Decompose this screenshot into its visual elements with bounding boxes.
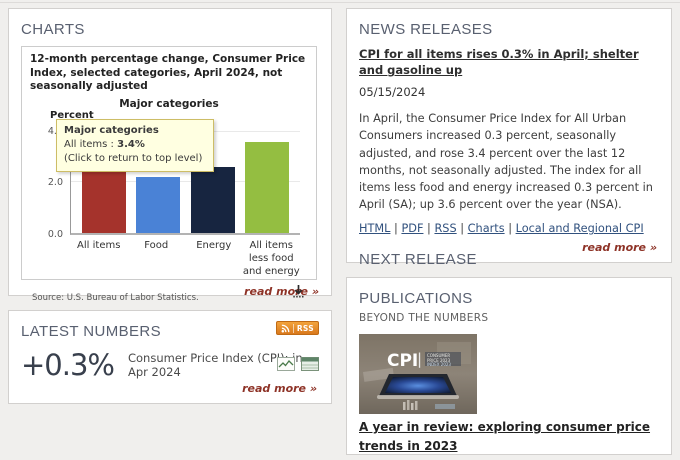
link-local-regional-cpi[interactable]: Local and Regional CPI <box>515 222 644 236</box>
news-read-more-link[interactable]: read more » <box>582 241 657 254</box>
chart-x-labels: All items Food Energy All items less food a… <box>70 239 300 278</box>
svg-text:INDEX 2023: INDEX 2023 <box>427 362 451 367</box>
latest-icons <box>277 357 319 371</box>
tooltip-title: Major categories <box>64 124 159 136</box>
news-releases-panel: NEWS RELEASES CPI for all items rises 0.… <box>346 8 672 308</box>
link-separator: | <box>427 222 431 236</box>
rss-icon <box>281 324 290 332</box>
y-tick-label: 4.0 <box>33 126 63 137</box>
link-charts[interactable]: Charts <box>467 222 505 236</box>
chart-title: 12-month percentage change, Consumer Pri… <box>30 53 306 93</box>
chart-source-row: Source: U.S. Bureau of Labor Statistics. <box>30 284 308 303</box>
x-axis-label: All items less food and energy <box>242 239 300 277</box>
news-date: 05/15/2024 <box>359 85 426 100</box>
news-body: In April, the Consumer Price Index for A… <box>359 112 653 211</box>
cpi-latest-label: Consumer Price Index (CPI): in Apr 2024 <box>127 351 303 379</box>
cpi-bar-chart-widget: 12-month percentage change, Consumer Pri… <box>21 46 317 303</box>
bar-energy[interactable] <box>190 167 235 233</box>
chart-subtitle: Major categories <box>119 97 219 110</box>
link-rss[interactable]: RSS <box>434 222 457 236</box>
next-release-title: NEXT RELEASE <box>359 251 477 269</box>
svg-text:|: | <box>417 350 422 368</box>
news-headline-link[interactable]: CPI for all items rises 0.3% in April; s… <box>359 47 639 78</box>
y-tick-label: 2.0 <box>47 177 63 189</box>
charts-panel: CHARTS 12-month percentage change, Consu… <box>8 8 332 303</box>
chart-bars <box>71 123 300 233</box>
publication-title-link[interactable]: A year in review: exploring consumer pri… <box>359 420 651 453</box>
bar-all-items[interactable] <box>244 141 289 233</box>
chart-plot-area <box>70 122 300 235</box>
svg-text:PRICE 2023: PRICE 2023 <box>427 358 451 363</box>
publication-thumbnail[interactable]: CPI | CONSUMER PRICE 2023 INDEX 2023 <box>359 334 477 414</box>
cpi-latest-value: +0.3% <box>21 348 115 382</box>
right-column: NEWS RELEASES CPI for all items rises 0.… <box>346 8 672 455</box>
tooltip-hint: (Click to return to top level) <box>64 153 203 165</box>
latest-numbers-title: LATEST NUMBERS <box>21 323 162 340</box>
publications-panel: PUBLICATIONS BEYOND THE NUMBERS CPI | CO… <box>346 277 672 455</box>
latest-value-row: +0.3% Consumer Price Index (CPI): in Apr… <box>21 348 319 382</box>
chart-y-axis-label: Percent <box>50 109 94 121</box>
publications-title: PUBLICATIONS <box>359 290 473 307</box>
link-separator: | <box>394 222 398 236</box>
chart-source: Source: U.S. Bureau of Labor Statistics. <box>32 292 199 303</box>
download-icon[interactable] <box>291 284 306 303</box>
bar-food[interactable] <box>136 177 181 233</box>
line-chart-icon[interactable] <box>277 357 295 371</box>
gridline <box>71 181 300 183</box>
charts-panel-title: CHARTS <box>21 21 85 38</box>
link-pdf[interactable]: PDF <box>401 222 424 236</box>
x-axis-label: All items <box>77 239 121 251</box>
svg-text:CPI: CPI <box>387 351 418 371</box>
latest-numbers-panel: LATEST NUMBERS RSS +0.3% Consumer Price … <box>8 310 332 404</box>
chart-tooltip[interactable]: Major categories All items : 3.4% (Click… <box>56 118 214 173</box>
rss-badge[interactable]: RSS <box>275 321 319 335</box>
table-icon[interactable] <box>301 357 319 371</box>
left-column: CHARTS 12-month percentage change, Consu… <box>8 8 332 404</box>
latest-read-more-link[interactable]: read more » <box>242 382 317 395</box>
news-format-links: HTML | PDF | RSS | Charts | Local and Re… <box>359 222 659 235</box>
news-releases-title: NEWS RELEASES <box>359 21 493 38</box>
charts-read-more-link[interactable]: read more » <box>244 285 319 298</box>
link-separator: | <box>460 222 465 236</box>
y-tick-label: 0.0 <box>47 228 63 240</box>
svg-text:CONSUMER: CONSUMER <box>427 353 450 358</box>
link-separator: | <box>508 222 512 236</box>
chart-plot-outer: 0.02.04.0 Major categories All items : 3… <box>48 118 300 240</box>
x-axis-label: Food <box>144 239 169 251</box>
rss-label: RSS <box>292 323 314 333</box>
tooltip-value-line: All items : 3.4% <box>64 139 145 151</box>
chart-subtitle-row: Major categories Percent <box>30 97 308 121</box>
link-html[interactable]: HTML <box>359 222 391 236</box>
publications-subtitle: BEYOND THE NUMBERS <box>359 312 489 324</box>
x-axis-label: Energy <box>196 239 232 251</box>
